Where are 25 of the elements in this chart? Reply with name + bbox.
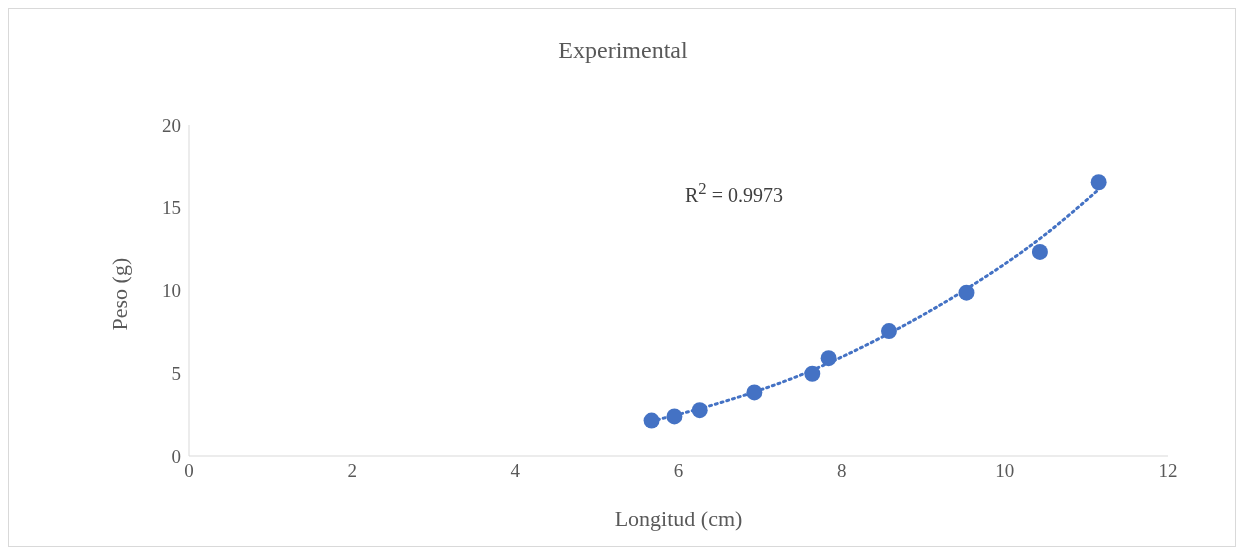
y-tick-label: 20 xyxy=(162,114,181,136)
point xyxy=(691,402,708,419)
y-tick-label: 5 xyxy=(171,362,181,384)
x-tick-label: 8 xyxy=(836,460,847,482)
y-axis-title: Peso (g) xyxy=(106,257,132,331)
point xyxy=(881,323,897,340)
point xyxy=(746,384,763,401)
point xyxy=(1031,243,1048,260)
x-tick-label: 4 xyxy=(510,460,521,482)
point xyxy=(666,408,683,425)
y-tick-label: 0 xyxy=(171,445,181,467)
annotation: R$^{2}$ = 0.9973 xyxy=(685,179,783,207)
x-axis-title: Longitud (cm) xyxy=(614,506,743,531)
x-tick-label: 12 xyxy=(1158,460,1178,482)
point xyxy=(643,412,660,429)
x-tick-label: 10 xyxy=(995,460,1015,482)
y-tick-label: 15 xyxy=(162,197,181,219)
point xyxy=(804,365,821,382)
chart-title: Experimental xyxy=(557,37,689,64)
x-tick-label: 2 xyxy=(347,460,357,482)
point xyxy=(958,284,975,301)
point xyxy=(1090,174,1107,191)
y-tick-label: 10 xyxy=(162,280,181,302)
point xyxy=(820,350,837,367)
x-tick-label: 6 xyxy=(673,460,684,482)
